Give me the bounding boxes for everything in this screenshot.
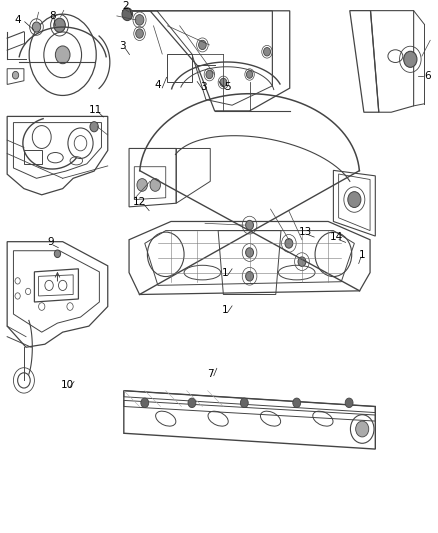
Text: 1: 1: [359, 249, 366, 260]
Circle shape: [137, 179, 148, 191]
Circle shape: [122, 8, 133, 21]
Circle shape: [247, 71, 253, 78]
Text: 14: 14: [330, 232, 343, 242]
Circle shape: [198, 41, 206, 50]
Circle shape: [246, 248, 254, 257]
Circle shape: [136, 29, 143, 38]
Text: 2: 2: [122, 2, 128, 11]
Circle shape: [54, 250, 60, 257]
Circle shape: [348, 192, 361, 207]
Circle shape: [54, 18, 65, 32]
Circle shape: [264, 47, 271, 56]
Circle shape: [285, 239, 293, 248]
Circle shape: [32, 22, 41, 32]
Text: 1: 1: [222, 268, 229, 278]
Circle shape: [12, 71, 19, 79]
Circle shape: [206, 70, 213, 79]
Circle shape: [135, 14, 144, 25]
Text: 4: 4: [15, 15, 21, 25]
Circle shape: [356, 421, 369, 437]
Circle shape: [240, 398, 248, 408]
Text: 9: 9: [48, 237, 54, 247]
Text: 3: 3: [201, 82, 207, 92]
Circle shape: [345, 398, 353, 408]
Circle shape: [298, 257, 306, 266]
Circle shape: [220, 78, 227, 87]
Circle shape: [55, 46, 70, 64]
Text: 10: 10: [60, 380, 74, 390]
Circle shape: [246, 220, 254, 230]
Text: 11: 11: [89, 105, 102, 115]
Circle shape: [246, 271, 254, 281]
Circle shape: [404, 51, 417, 67]
Text: 13: 13: [299, 227, 312, 237]
Text: 1: 1: [222, 305, 229, 315]
Text: 3: 3: [119, 41, 125, 51]
Circle shape: [188, 398, 196, 408]
Text: 8: 8: [49, 11, 56, 21]
Circle shape: [141, 398, 149, 408]
Circle shape: [90, 122, 98, 132]
Circle shape: [293, 398, 300, 408]
Text: 5: 5: [224, 82, 231, 92]
Text: 6: 6: [424, 71, 431, 81]
Text: 12: 12: [133, 197, 146, 207]
Circle shape: [150, 179, 160, 191]
Text: 7: 7: [207, 369, 214, 378]
Text: 4: 4: [155, 80, 161, 90]
